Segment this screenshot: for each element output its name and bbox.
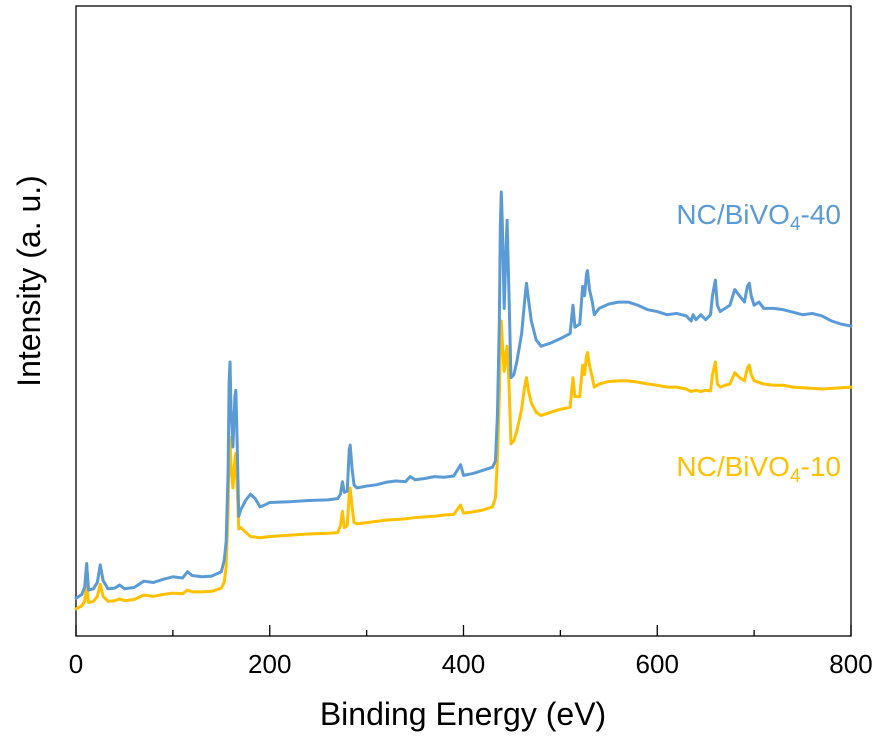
x-axis-ticks: 0 200 400 600 800 — [69, 625, 873, 679]
series-label-40-suffix: -40 — [801, 199, 841, 230]
series-label-nc-bivo4-10: NC/BiVO4-10 — [676, 451, 841, 487]
x-tick-label: 600 — [636, 649, 679, 679]
x-tick-label: 800 — [829, 649, 872, 679]
series-label-10-sub: 4 — [790, 466, 801, 487]
plot-frame — [75, 5, 852, 637]
x-tick-label: 0 — [69, 649, 83, 679]
x-tick-label: 200 — [248, 649, 291, 679]
series-line-nc-bivo4-10 — [74, 319, 853, 611]
series-label-40-main: NC/BiVO — [676, 199, 790, 230]
x-tick-label: 400 — [442, 649, 485, 679]
series-label-40-sub: 4 — [790, 214, 801, 235]
series-label-nc-bivo4-40: NC/BiVO4-40 — [676, 199, 841, 235]
series-label-10-suffix: -10 — [801, 451, 841, 482]
series-label-10-main: NC/BiVO — [676, 451, 790, 482]
series-line-nc-bivo4-40 — [74, 190, 853, 600]
series-layer — [74, 190, 853, 611]
y-axis-title: Intensity (a. u.) — [11, 175, 47, 387]
x-axis-title: Binding Energy (eV) — [320, 696, 606, 732]
